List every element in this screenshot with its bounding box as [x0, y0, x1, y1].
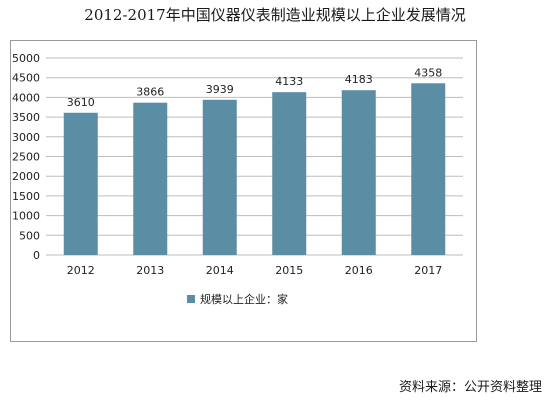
data-label-2013: 3866 [136, 86, 164, 99]
data-label-2012: 3610 [67, 96, 95, 109]
bar-2014 [202, 99, 237, 255]
data-labels: 3610 3866 3939 4133 4183 4358 [67, 66, 443, 108]
data-label-2015: 4133 [275, 75, 303, 88]
y-tick-label: 500 [19, 229, 40, 242]
source-note: 资料来源：公开资料整理 [398, 380, 542, 395]
legend-swatch [187, 295, 195, 303]
bar-2012 [63, 112, 98, 256]
bar-2013 [133, 102, 168, 255]
bar-2017 [411, 83, 446, 255]
x-category-label: 2015 [275, 264, 303, 277]
data-label-2017: 4358 [414, 66, 442, 79]
y-tick-label: 2000 [12, 170, 40, 183]
chart-title: 2012-2017年中国仪器仪表制造业规模以上企业发展情况 [84, 6, 466, 24]
y-tick-label: 3500 [12, 111, 40, 124]
x-category-label: 2013 [136, 264, 164, 277]
legend-label: 规模以上企业：家 [200, 292, 288, 306]
data-label-2014: 3939 [206, 83, 234, 96]
y-tick-label: 0 [33, 249, 40, 262]
y-tick-label: 3000 [12, 131, 40, 144]
bar-2016 [341, 90, 376, 255]
legend: 规模以上企业：家 [187, 292, 288, 306]
x-category-label: 2012 [67, 264, 95, 277]
bar-chart: 0 500 1000 1500 2000 2500 3000 3500 4000 4500 5000… [12, 52, 463, 306]
gridlines [46, 57, 463, 256]
bar-2015 [272, 92, 307, 255]
bars [63, 83, 446, 256]
y-tick-label: 1500 [12, 190, 40, 203]
y-tick-label: 5000 [12, 52, 40, 65]
x-category-label: 2014 [206, 264, 234, 277]
y-tick-label: 1000 [12, 210, 40, 223]
x-category-label: 2016 [345, 264, 373, 277]
x-category-label: 2017 [414, 264, 442, 277]
data-label-2016: 4183 [345, 73, 373, 86]
y-tick-label: 4000 [12, 91, 40, 104]
y-axis-ticks: 0 500 1000 1500 2000 2500 3000 3500 4000 4500 5000 [12, 52, 40, 262]
chart-frame: 0 500 1000 1500 2000 2500 3000 3500 4000 4500 5000… [10, 40, 477, 342]
x-axis-categories: 2012 2013 2014 2015 2016 2017 [67, 264, 443, 277]
y-tick-label: 2500 [12, 151, 40, 164]
y-tick-label: 4500 [12, 72, 40, 85]
